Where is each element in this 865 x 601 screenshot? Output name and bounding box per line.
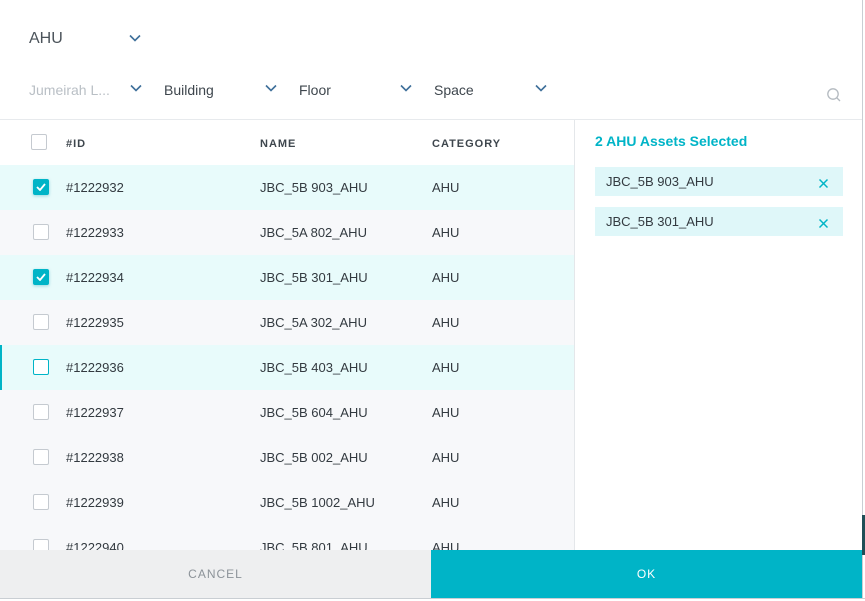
row-id: #1222934 xyxy=(66,270,124,285)
table-row[interactable]: #1222935 JBC_5A 302_AHU AHU xyxy=(0,300,575,345)
row-category: AHU xyxy=(432,540,460,550)
table-row[interactable]: #1222940 JBC_5B 801_AHU AHU xyxy=(0,525,575,550)
row-focus-indicator xyxy=(0,345,2,390)
row-checkbox[interactable] xyxy=(33,494,49,510)
row-name: JBC_5B 903_AHU xyxy=(260,180,368,195)
row-checkbox[interactable] xyxy=(33,404,49,420)
row-id: #1222935 xyxy=(66,315,124,330)
table-row[interactable]: #1222932 JBC_5B 903_AHU AHU xyxy=(0,165,575,210)
ok-button-label: OK xyxy=(636,567,657,581)
filter-row: Jumeirah L... Building Floor Space xyxy=(29,79,849,101)
row-checkbox[interactable] xyxy=(33,314,49,330)
row-checkbox[interactable] xyxy=(33,224,49,240)
search-icon[interactable] xyxy=(826,87,842,103)
row-checkbox[interactable] xyxy=(33,269,49,285)
row-id: #1222940 xyxy=(66,540,124,550)
select-all-checkbox[interactable] xyxy=(31,134,47,150)
selected-asset-chip: JBC_5B 301_AHU xyxy=(595,207,843,236)
building-filter[interactable]: Building xyxy=(164,79,279,101)
row-checkbox[interactable] xyxy=(33,449,49,465)
row-name: JBC_5B 301_AHU xyxy=(260,270,368,285)
panel-divider xyxy=(574,120,575,550)
row-category: AHU xyxy=(432,495,460,510)
remove-chip-icon[interactable] xyxy=(818,216,829,229)
table-row[interactable]: #1222938 JBC_5B 002_AHU AHU xyxy=(0,435,575,480)
row-name: JBC_5B 1002_AHU xyxy=(260,495,375,510)
cancel-button[interactable]: CANCEL xyxy=(0,550,431,598)
floor-filter[interactable]: Floor xyxy=(299,79,414,101)
space-filter[interactable]: Space xyxy=(434,79,549,101)
table-row[interactable]: #1222939 JBC_5B 1002_AHU AHU xyxy=(0,480,575,525)
column-header-category: CATEGORY xyxy=(432,138,502,150)
row-id: #1222933 xyxy=(66,225,124,240)
row-name: JBC_5A 802_AHU xyxy=(260,225,367,240)
row-category: AHU xyxy=(432,360,460,375)
floor-filter-label: Floor xyxy=(299,82,331,98)
asset-table: #ID NAME CATEGORY #1222932 JBC_5B 903_AH… xyxy=(0,120,575,550)
chip-label: JBC_5B 301_AHU xyxy=(606,214,714,229)
table-header: #ID NAME CATEGORY xyxy=(0,120,575,165)
row-name: JBC_5B 403_AHU xyxy=(260,360,368,375)
ok-button[interactable]: OK xyxy=(431,550,862,598)
row-name: JBC_5B 002_AHU xyxy=(260,450,368,465)
table-row[interactable]: #1222936 JBC_5B 403_AHU AHU xyxy=(0,345,575,390)
column-header-id: #ID xyxy=(66,138,87,150)
table-row[interactable]: #1222933 JBC_5A 802_AHU AHU xyxy=(0,210,575,255)
scrollbar-thumb[interactable] xyxy=(862,515,865,555)
chevron-down-icon xyxy=(400,84,414,94)
chevron-down-icon xyxy=(129,34,143,44)
row-name: JBC_5A 302_AHU xyxy=(260,315,367,330)
asset-type-select[interactable]: AHU xyxy=(29,28,149,50)
row-id: #1222932 xyxy=(66,180,124,195)
row-category: AHU xyxy=(432,450,460,465)
chevron-down-icon xyxy=(535,84,549,94)
row-checkbox[interactable] xyxy=(33,539,49,550)
table-row[interactable]: #1222937 JBC_5B 604_AHU AHU xyxy=(0,390,575,435)
remove-chip-icon[interactable] xyxy=(818,176,829,189)
table-row[interactable]: #1222934 JBC_5B 301_AHU AHU xyxy=(0,255,575,300)
row-id: #1222936 xyxy=(66,360,124,375)
location-filter-label: Jumeirah L... xyxy=(29,82,110,98)
space-filter-label: Space xyxy=(434,82,474,98)
row-id: #1222938 xyxy=(66,450,124,465)
asset-type-value: AHU xyxy=(29,30,63,47)
row-id: #1222939 xyxy=(66,495,124,510)
row-category: AHU xyxy=(432,225,460,240)
row-name: JBC_5B 801_AHU xyxy=(260,540,368,550)
row-name: JBC_5B 604_AHU xyxy=(260,405,368,420)
row-category: AHU xyxy=(432,315,460,330)
row-category: AHU xyxy=(432,180,460,195)
selection-count-title: 2 AHU Assets Selected xyxy=(595,133,748,149)
chevron-down-icon xyxy=(265,84,279,94)
dialog-border xyxy=(862,0,863,601)
cancel-button-label: CANCEL xyxy=(188,567,243,581)
selected-asset-chip: JBC_5B 903_AHU xyxy=(595,167,843,196)
row-category: AHU xyxy=(432,405,460,420)
dialog-bottom-border xyxy=(0,598,865,601)
row-checkbox[interactable] xyxy=(33,359,49,375)
row-category: AHU xyxy=(432,270,460,285)
chip-label: JBC_5B 903_AHU xyxy=(606,174,714,189)
location-filter[interactable]: Jumeirah L... xyxy=(29,79,144,101)
row-id: #1222937 xyxy=(66,405,124,420)
building-filter-label: Building xyxy=(164,82,214,98)
row-checkbox[interactable] xyxy=(33,179,49,195)
header-divider xyxy=(0,119,862,120)
column-header-name: NAME xyxy=(260,138,297,150)
chevron-down-icon xyxy=(130,84,144,94)
